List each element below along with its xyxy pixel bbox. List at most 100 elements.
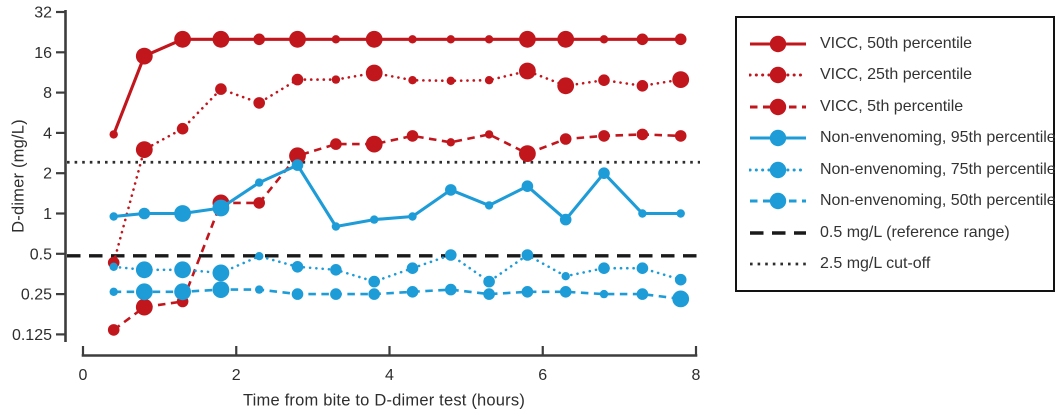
data-point bbox=[636, 128, 649, 141]
legend-key-nonenvenoming-50th-icon bbox=[750, 193, 806, 210]
data-point bbox=[174, 261, 192, 279]
legend-label: VICC, 25th percentile bbox=[820, 66, 973, 84]
legend-sample-marker bbox=[769, 66, 787, 84]
series-line-5 bbox=[113, 288, 681, 301]
data-point bbox=[291, 288, 304, 300]
data-point bbox=[484, 76, 494, 85]
data-point bbox=[521, 180, 534, 192]
data-point bbox=[483, 275, 495, 288]
y-tick-label: 0.125 bbox=[12, 327, 52, 344]
data-point bbox=[521, 249, 534, 261]
legend-sample-marker bbox=[769, 193, 787, 210]
data-point bbox=[672, 290, 690, 308]
data-point bbox=[519, 62, 536, 80]
data-point bbox=[330, 264, 342, 276]
data-point bbox=[368, 288, 381, 300]
legend-item-nonenvenoming-50th: Non-envenoming, 50th percentile bbox=[749, 189, 1056, 213]
data-point bbox=[253, 97, 265, 109]
data-point bbox=[109, 130, 118, 139]
data-point bbox=[519, 30, 536, 48]
legend-label: VICC, 5th percentile bbox=[820, 97, 964, 115]
x-tick-label: 0 bbox=[79, 367, 88, 384]
data-point bbox=[109, 262, 118, 271]
series-line-2 bbox=[112, 133, 681, 331]
data-point bbox=[598, 74, 610, 86]
data-point bbox=[446, 138, 455, 147]
data-point bbox=[561, 272, 570, 281]
data-point bbox=[559, 213, 572, 226]
data-point bbox=[445, 184, 457, 196]
data-point bbox=[331, 222, 341, 231]
data-point bbox=[135, 141, 153, 159]
data-point bbox=[446, 76, 455, 86]
data-point bbox=[255, 178, 264, 187]
legend-sample-marker bbox=[769, 98, 787, 115]
legend-item-vicc-50th: VICC, 50th percentile bbox=[749, 32, 1053, 56]
data-point bbox=[291, 159, 304, 171]
y-axis-title: D-dimer (mg/L) bbox=[9, 119, 28, 233]
data-point bbox=[253, 33, 265, 46]
data-point bbox=[674, 273, 687, 286]
data-point bbox=[636, 33, 649, 46]
legend-label: 0.5 mg/L (reference range) bbox=[820, 223, 1010, 241]
data-point bbox=[636, 262, 649, 275]
data-point bbox=[638, 209, 647, 218]
x-axis-title: Time from bite to D-dimer test (hours) bbox=[242, 391, 526, 410]
data-point bbox=[135, 47, 153, 65]
data-point bbox=[519, 145, 536, 163]
data-point bbox=[109, 212, 118, 221]
data-point bbox=[484, 130, 494, 139]
data-point bbox=[672, 71, 690, 88]
data-point bbox=[446, 35, 455, 44]
data-point bbox=[521, 286, 534, 298]
data-point bbox=[559, 286, 572, 298]
data-point bbox=[212, 199, 230, 217]
data-point bbox=[176, 122, 189, 135]
data-point bbox=[484, 35, 494, 44]
data-point bbox=[676, 209, 685, 218]
x-tick-label: 4 bbox=[385, 367, 394, 384]
data-point bbox=[599, 289, 609, 299]
legend-sample-marker bbox=[769, 161, 787, 178]
legend-item-vicc-25th: VICC, 25th percentile bbox=[749, 63, 1053, 87]
y-tick-label: 16 bbox=[34, 45, 52, 62]
data-point bbox=[212, 264, 230, 282]
data-point bbox=[330, 138, 342, 150]
data-point bbox=[174, 283, 192, 301]
data-point bbox=[445, 283, 457, 296]
legend-sample-marker bbox=[769, 129, 787, 147]
data-point bbox=[598, 130, 610, 142]
data-point bbox=[109, 287, 118, 296]
data-point bbox=[253, 197, 265, 209]
legend-label: VICC, 50th percentile bbox=[820, 34, 973, 52]
data-point bbox=[215, 83, 227, 95]
data-point bbox=[406, 130, 419, 142]
data-point bbox=[557, 77, 575, 95]
x-tick-label: 8 bbox=[692, 367, 701, 384]
series-line-0 bbox=[112, 37, 681, 135]
data-point bbox=[408, 212, 417, 221]
data-point bbox=[365, 30, 383, 48]
data-point bbox=[107, 324, 120, 336]
data-point bbox=[599, 35, 609, 44]
legend-item-vicc-5th: VICC, 5th percentile bbox=[749, 95, 1053, 119]
data-point bbox=[370, 215, 379, 224]
data-point bbox=[174, 30, 192, 48]
data-point bbox=[135, 298, 153, 316]
y-tick-label: 4 bbox=[43, 125, 52, 142]
legend-box: VICC, 50th percentile VICC, 25th percent… bbox=[735, 16, 1056, 292]
legend-key-nonenvenoming-75th-icon bbox=[749, 161, 807, 178]
legend-label: Non-envenoming, 75th percentile bbox=[820, 160, 1056, 178]
legend-label: Non-envenoming, 95th percentile bbox=[820, 129, 1056, 147]
data-point bbox=[174, 205, 192, 222]
data-point bbox=[557, 30, 575, 48]
legend-item-cutoff: 2.5 mg/L cut-off bbox=[749, 252, 1053, 276]
data-point bbox=[255, 252, 264, 261]
data-point bbox=[674, 130, 687, 142]
series-line-3 bbox=[113, 163, 681, 229]
data-point bbox=[598, 167, 610, 179]
legend-key-nonenvenoming-95th-icon bbox=[750, 129, 806, 147]
legend-label: 2.5 mg/L cut-off bbox=[820, 255, 931, 273]
data-point bbox=[636, 80, 649, 92]
